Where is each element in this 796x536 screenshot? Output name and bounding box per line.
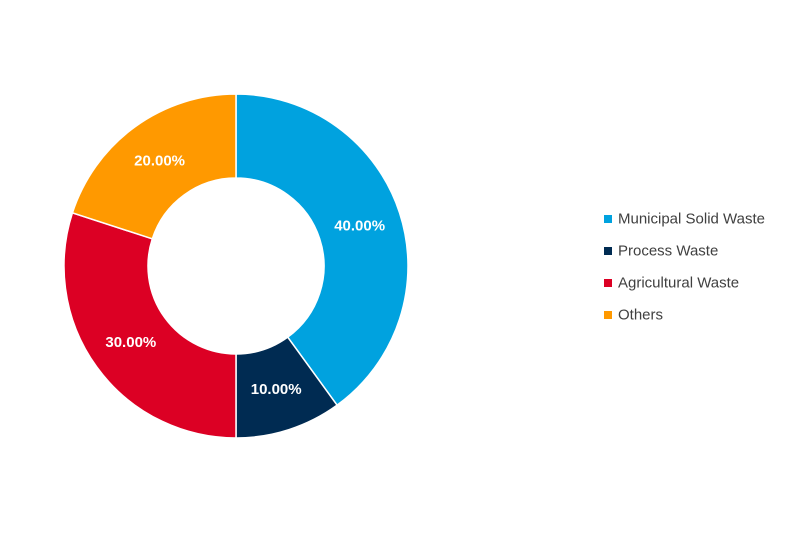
legend-item-process-waste: Process Waste xyxy=(604,243,718,260)
data-label-agricultural-waste: 30.00% xyxy=(105,334,156,351)
data-label-process-waste: 10.00% xyxy=(251,381,302,398)
legend-label-agricultural-waste: Agricultural Waste xyxy=(618,275,739,292)
legend-swatch-process-waste xyxy=(604,247,612,255)
legend-item-others: Others xyxy=(604,307,663,324)
legend-swatch-others xyxy=(604,311,612,319)
slice-municipal-solid-waste xyxy=(235,93,409,407)
legend-item-municipal-solid-waste: Municipal Solid Waste xyxy=(604,211,765,228)
legend-swatch-municipal-solid-waste xyxy=(604,215,612,223)
data-labels: 40.00% 10.00% 30.00% 20.00% xyxy=(105,152,385,398)
donut-slices xyxy=(63,93,409,439)
data-label-municipal-solid-waste: 40.00% xyxy=(334,217,385,234)
legend-label-process-waste: Process Waste xyxy=(618,243,718,260)
legend-item-agricultural-waste: Agricultural Waste xyxy=(604,275,739,292)
legend-label-municipal-solid-waste: Municipal Solid Waste xyxy=(618,211,765,228)
legend: Municipal Solid Waste Process Waste Agricu… xyxy=(604,211,765,324)
data-label-others: 20.00% xyxy=(134,152,185,169)
slice-agricultural-waste xyxy=(63,211,237,439)
legend-label-others: Others xyxy=(618,307,663,324)
legend-swatch-agricultural-waste xyxy=(604,279,612,287)
slice-others xyxy=(71,93,237,240)
